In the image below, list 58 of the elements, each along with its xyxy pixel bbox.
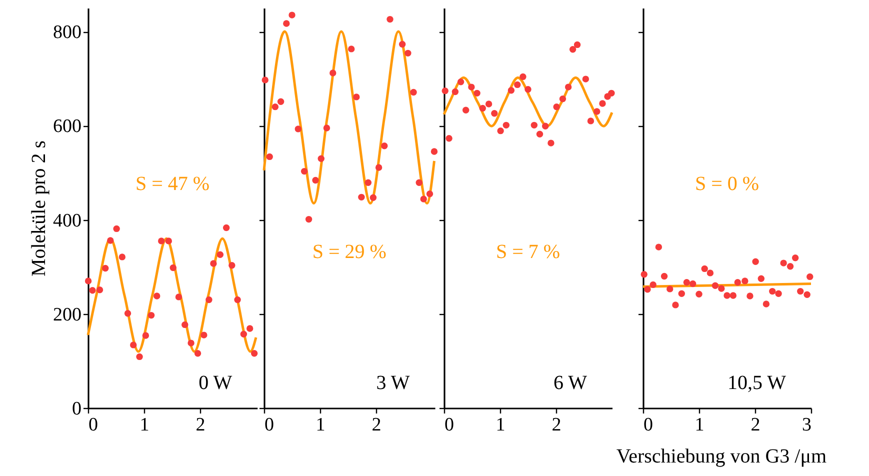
point xyxy=(175,294,182,300)
x-tick-label: 0 xyxy=(444,414,454,436)
x-tick-label: 1 xyxy=(316,414,326,436)
point xyxy=(102,264,109,272)
y-tick-label: 200 xyxy=(53,304,82,326)
x-tick-label: 2 xyxy=(750,414,760,436)
point xyxy=(182,321,188,328)
point xyxy=(130,342,137,348)
point xyxy=(136,353,143,360)
y-tick-label: 600 xyxy=(53,116,82,138)
x-tick-label: 2 xyxy=(196,414,206,436)
point xyxy=(165,238,172,244)
y-axis-title: Moleküle pro 2 s xyxy=(28,140,50,277)
point xyxy=(210,260,217,267)
point xyxy=(170,264,176,272)
y-tick-label: 800 xyxy=(53,22,82,44)
annotation: S = 47 % xyxy=(136,173,210,195)
point xyxy=(216,251,224,258)
point xyxy=(107,237,114,244)
annotation: S = 29 % xyxy=(312,241,386,263)
point xyxy=(194,350,202,357)
annotation: S = 7 % xyxy=(496,241,560,263)
point xyxy=(148,312,155,319)
point xyxy=(250,350,258,357)
annotation: 0 W xyxy=(198,372,232,394)
annotation: 6 W xyxy=(553,372,588,394)
point xyxy=(113,225,120,232)
point xyxy=(89,287,96,294)
point xyxy=(118,254,126,260)
point xyxy=(142,332,150,339)
x-tick-label: 1 xyxy=(140,414,150,436)
point xyxy=(234,296,241,304)
point xyxy=(96,286,104,294)
x-tick-label: 2 xyxy=(372,414,382,436)
point xyxy=(84,278,92,284)
point xyxy=(124,310,132,317)
point xyxy=(246,325,254,332)
point xyxy=(240,330,248,338)
point xyxy=(154,292,160,300)
point xyxy=(158,238,165,244)
x-tick-label: 0 xyxy=(644,414,653,436)
y-tick-label: 0 xyxy=(72,398,82,420)
x-tick-label: 0 xyxy=(88,414,98,436)
x-tick-label: 2 xyxy=(552,414,562,436)
annotation: 3 W xyxy=(376,372,410,394)
point xyxy=(188,340,194,346)
y-tick-label: 400 xyxy=(53,210,82,232)
x-tick-label: 1 xyxy=(496,414,506,436)
x-axis-title: Verschiebung von G3 /μm xyxy=(616,446,827,468)
x-tick-label: 1 xyxy=(694,414,704,436)
point xyxy=(206,296,212,304)
annotation: 10,5 W xyxy=(727,372,786,394)
point xyxy=(222,224,230,232)
point xyxy=(200,332,208,338)
x-tick-label: 3 xyxy=(802,414,812,436)
x-tick-label: 0 xyxy=(264,414,274,436)
point xyxy=(228,262,236,269)
annotation: S = 0 % xyxy=(694,173,760,195)
